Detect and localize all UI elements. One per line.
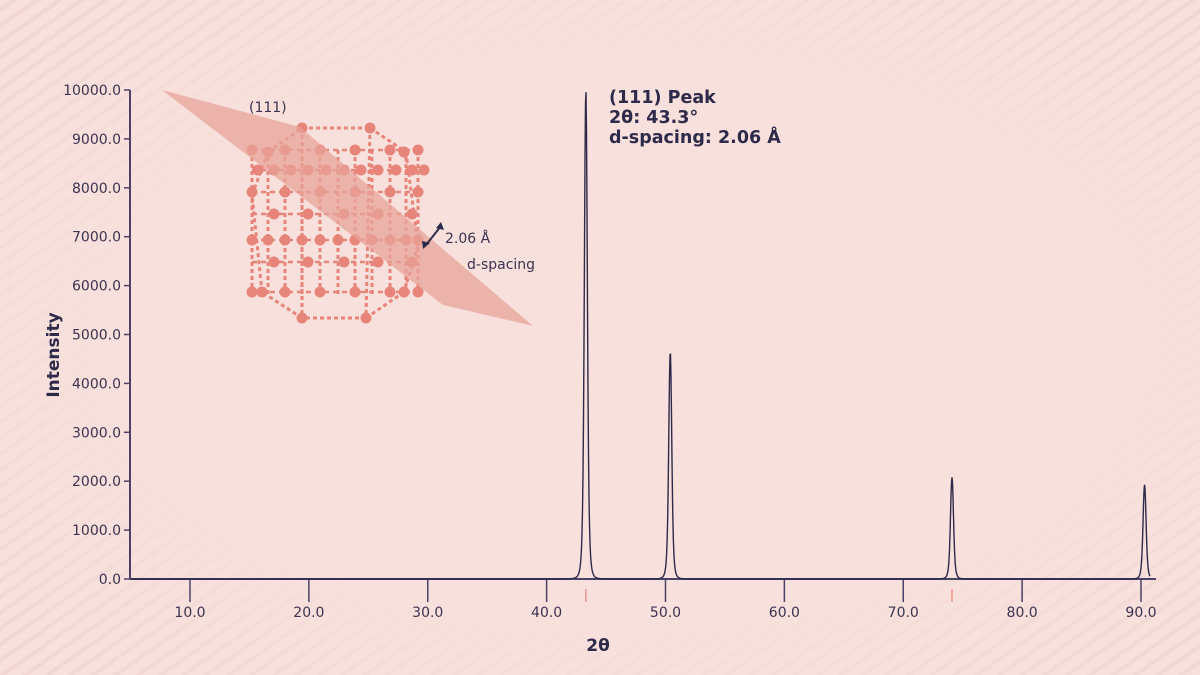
x-tick-label: 40.0 [531, 605, 562, 621]
y-tick-label: 8000.0 [72, 181, 121, 197]
y-tick-label: 7000.0 [72, 230, 121, 246]
y-tick-label: 10000.0 [63, 83, 121, 99]
x-tick-label: 10.0 [174, 605, 205, 621]
y-tick-label: 9000.0 [72, 132, 121, 148]
y-tick-label: 0.0 [99, 572, 121, 588]
axes: 0.0 1000.0 2000.0 3000.0 4000.0 5000.0 6000.0 7… [63, 83, 1156, 621]
x-tick-label: 60.0 [769, 605, 800, 621]
peak-annotation-two-theta: 2θ: 43.3° [609, 108, 699, 128]
y-tick-label: 4000.0 [72, 376, 121, 392]
lattice-plane [162, 90, 533, 326]
y-tick-label: 2000.0 [72, 474, 121, 490]
y-tick-label: 5000.0 [72, 328, 121, 344]
crystal-inset: (111) 2.06 Å d-spacing [162, 90, 535, 326]
x-tick-label: 70.0 [888, 605, 919, 621]
d-spacing-caption: d-spacing [467, 257, 535, 273]
peak-annotation-title: (111) Peak [609, 88, 716, 108]
xrd-pattern-line [131, 92, 1151, 580]
y-tick-label: 6000.0 [72, 279, 121, 295]
double-arrow-icon [422, 222, 444, 249]
y-tick-label: 3000.0 [72, 425, 121, 441]
x-tick-label: 90.0 [1125, 605, 1156, 621]
x-tick-label: 30.0 [412, 605, 443, 621]
peak-annotation: (111) Peak 2θ: 43.3° d-spacing: 2.06 Å [609, 88, 781, 148]
peak-annotation-d-spacing: d-spacing: 2.06 Å [609, 128, 781, 148]
x-tick-label: 20.0 [293, 605, 324, 621]
d-spacing-value: 2.06 Å [445, 230, 491, 247]
x-axis-title: 2θ [586, 636, 610, 656]
y-axis-title: Intensity [44, 312, 64, 397]
x-tick-label: 80.0 [1007, 605, 1038, 621]
y-tick-label: 1000.0 [72, 523, 121, 539]
x-tick-label: 50.0 [650, 605, 681, 621]
plane-label: (111) [249, 100, 287, 116]
